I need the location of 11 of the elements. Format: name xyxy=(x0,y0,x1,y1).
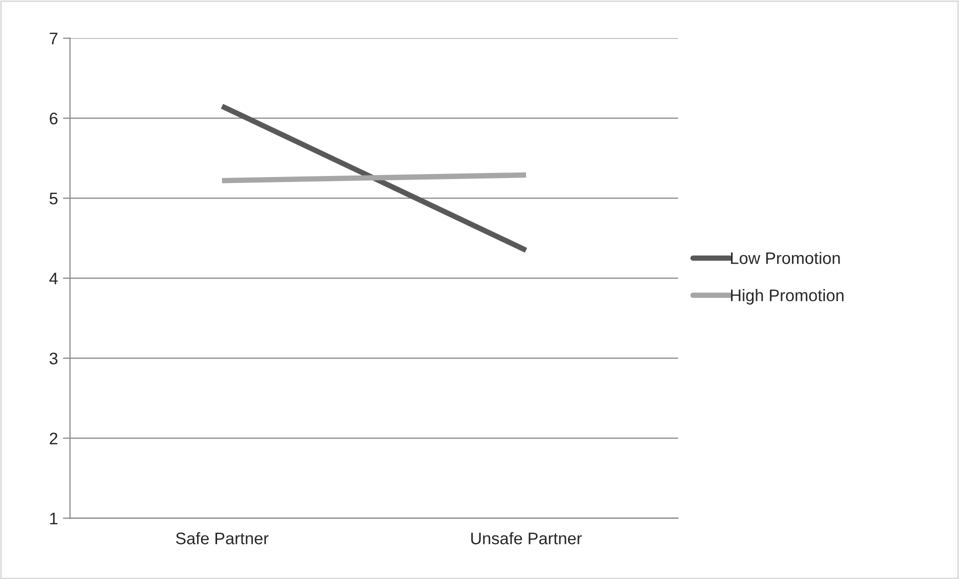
legend-label: Low Promotion xyxy=(731,252,840,264)
y-tick-label: 4 xyxy=(49,272,58,284)
y-tick-label: 5 xyxy=(50,192,58,204)
y-tick-label: 7 xyxy=(50,32,58,44)
y-tick-label: 3 xyxy=(50,352,58,364)
y-tick-label: 1 xyxy=(50,512,58,524)
y-tick-label: 2 xyxy=(50,432,58,444)
x-tick-label: Safe Partner xyxy=(176,532,269,544)
y-tick-label: 6 xyxy=(50,112,58,124)
x-tick-label: Unsafe Partner xyxy=(471,532,582,544)
legend-label: High Promotion xyxy=(731,289,844,305)
